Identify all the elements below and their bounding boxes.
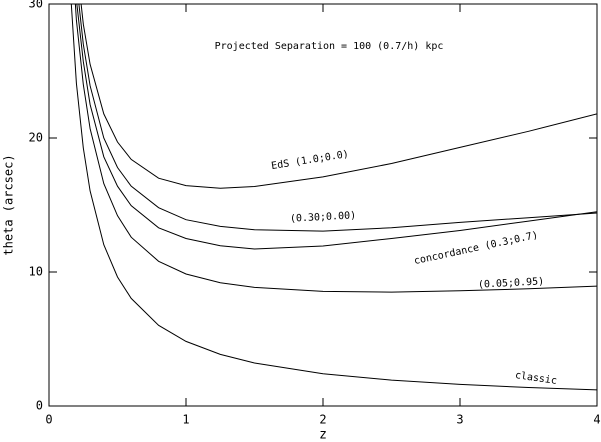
y-tick-label: 0 (36, 399, 43, 413)
curve (80, 4, 597, 189)
y-tick-label: 20 (29, 131, 43, 145)
x-tick-label: 3 (456, 413, 463, 427)
curve-label: EdS (1.0;0.0) (271, 149, 350, 172)
curve (76, 4, 597, 250)
x-tick-label: 4 (593, 413, 600, 427)
curve-label: classic (514, 370, 557, 387)
y-axis-label: theta (arcsec) (2, 154, 16, 255)
x-tick-label: 2 (319, 413, 326, 427)
curve (78, 4, 597, 232)
x-tick-label: 0 (45, 413, 52, 427)
chart-title: Projected Separation = 100 (0.7/h) kpc (215, 41, 444, 52)
y-tick-label: 10 (29, 265, 43, 279)
curve-label: (0.30;0.00) (290, 210, 357, 224)
x-tick-label: 1 (182, 413, 189, 427)
curve (74, 4, 597, 293)
curve-label: (0.05;0.95) (478, 276, 545, 290)
x-axis-label: z (319, 428, 327, 442)
curve (70, 4, 597, 391)
y-tick-label: 30 (29, 0, 43, 11)
curve-label: concordance (0.3;0.7) (413, 230, 539, 267)
curves (70, 4, 597, 391)
